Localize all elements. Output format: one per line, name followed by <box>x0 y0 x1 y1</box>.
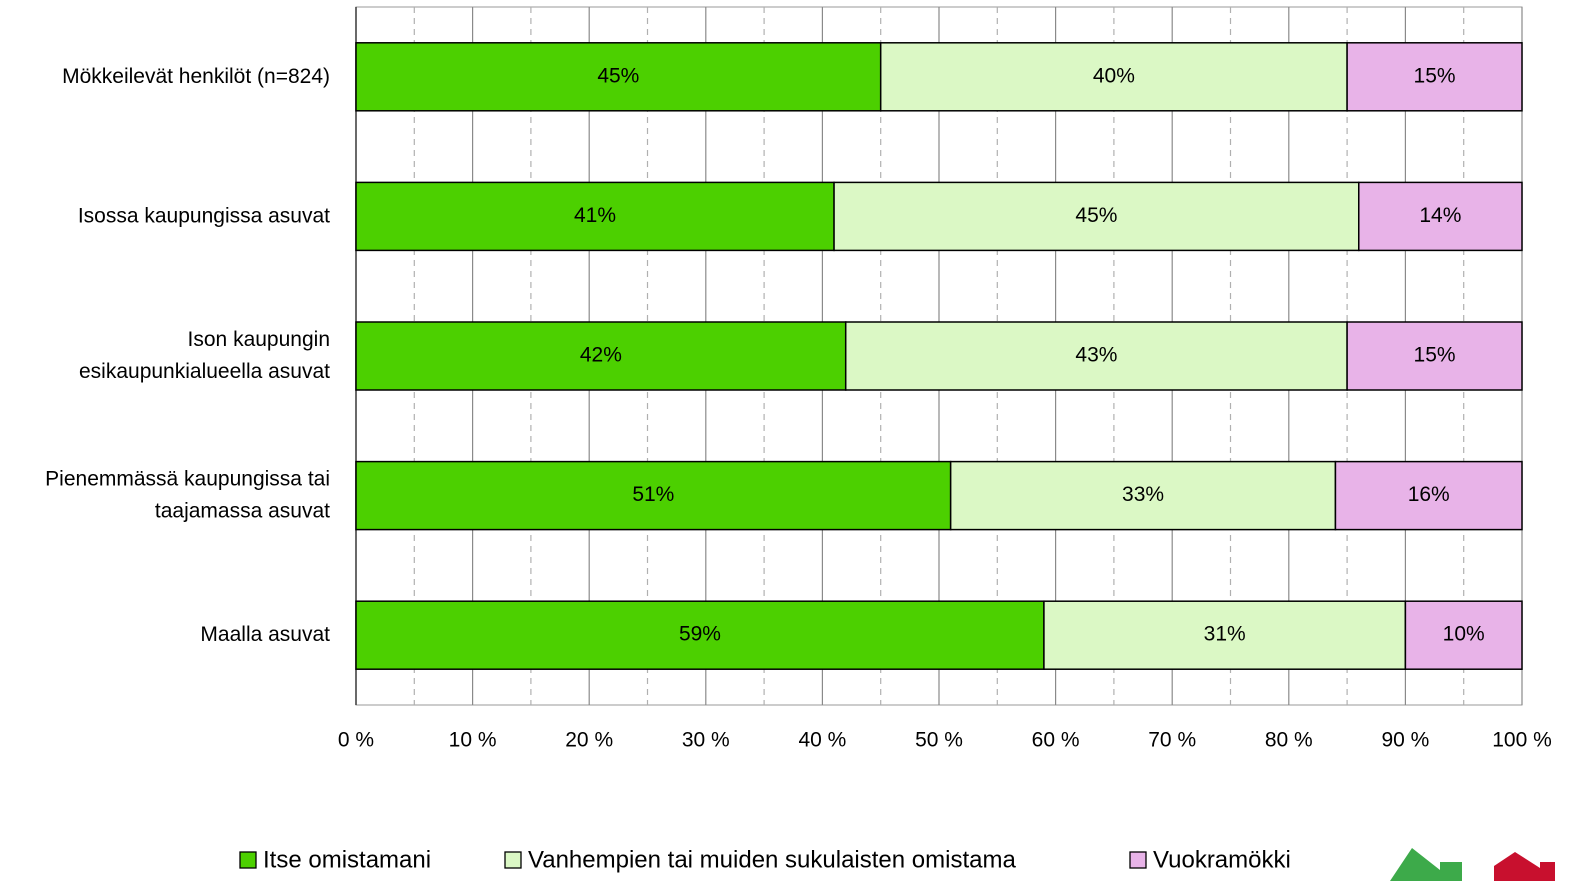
legend-swatch <box>504 851 522 869</box>
x-tick-label: 40 % <box>798 729 846 752</box>
x-tick-label: 90 % <box>1381 729 1429 752</box>
x-tick-label: 50 % <box>915 729 963 752</box>
bar-segment <box>1334 460 1523 531</box>
y-tick-label: Mökkeilevät henkilöt (n=824) <box>62 64 330 87</box>
data-label: 40% <box>1093 64 1135 87</box>
bar-segment <box>949 460 1337 531</box>
data-label: 10% <box>1443 623 1485 646</box>
data-label: 45% <box>597 64 639 87</box>
bar-segment <box>1358 181 1523 252</box>
data-label: 15% <box>1414 64 1456 87</box>
data-label: 15% <box>1414 344 1456 367</box>
bar-segment <box>1404 600 1523 670</box>
data-label: 33% <box>1122 483 1164 506</box>
x-tick-label: 20 % <box>565 729 613 752</box>
bar-segment <box>1043 600 1407 670</box>
legend-label: Vuokramökki <box>1153 846 1291 873</box>
data-label: 31% <box>1204 623 1246 646</box>
data-label: 16% <box>1408 483 1450 506</box>
bar-segment <box>879 42 1348 112</box>
legend-label: Vanhempien tai muiden sukulaisten omista… <box>528 846 1016 873</box>
bar-segment <box>1346 42 1523 112</box>
x-tick-label: 0 % <box>338 729 374 752</box>
legend-swatch <box>239 851 257 869</box>
x-tick-label: 60 % <box>1032 729 1080 752</box>
x-tick-label: 70 % <box>1148 729 1196 752</box>
x-tick-label: 80 % <box>1265 729 1313 752</box>
bar-segment <box>1346 321 1523 391</box>
x-tick-label: 10 % <box>449 729 497 752</box>
data-label: 41% <box>574 204 616 227</box>
bar-segment <box>355 460 952 531</box>
bar-segment <box>355 600 1045 670</box>
bar-segment <box>355 181 835 252</box>
x-tick-label: 100 % <box>1492 729 1552 752</box>
y-tick-label: Pienemmässä kaupungissa tai taajamassa as… <box>45 467 330 522</box>
y-tick-label: Maalla asuvat <box>200 623 330 646</box>
bar-segment <box>844 321 1348 391</box>
legend-swatch <box>1129 851 1147 869</box>
logo <box>1390 848 1555 881</box>
bar-segment <box>833 181 1360 252</box>
bar-segment <box>355 42 882 112</box>
data-label: 59% <box>679 623 721 646</box>
y-tick-label: Ison kaupungin esikaupunkialueella asuvat <box>79 328 330 383</box>
data-label: 42% <box>580 344 622 367</box>
legend-label: Itse omistamani <box>263 846 431 873</box>
x-tick-label: 30 % <box>682 729 730 752</box>
data-label: 51% <box>632 483 674 506</box>
data-label: 43% <box>1075 344 1117 367</box>
data-label: 14% <box>1419 204 1461 227</box>
data-label: 45% <box>1075 204 1117 227</box>
y-tick-label: Isossa kaupungissa asuvat <box>78 204 330 227</box>
